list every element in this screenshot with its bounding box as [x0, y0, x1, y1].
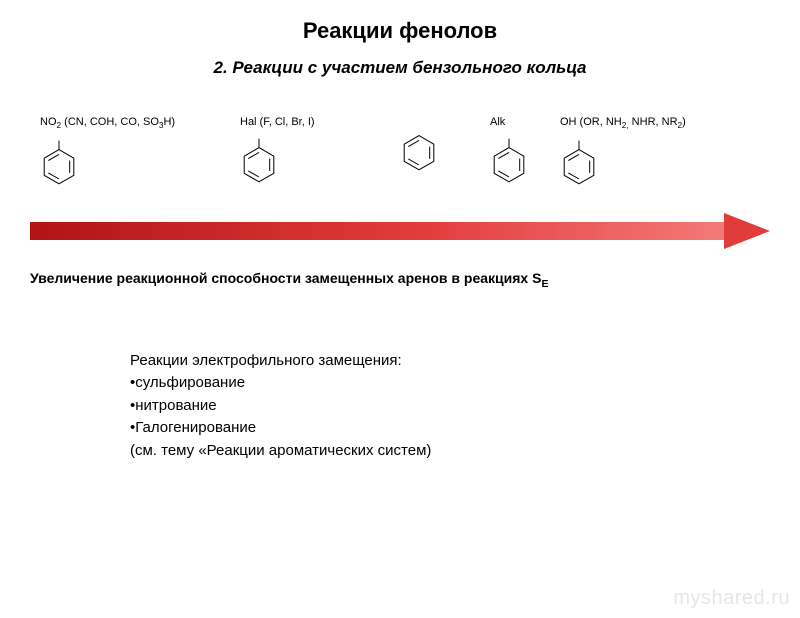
caption-text: Увеличение реакционной способности замещ… [30, 270, 541, 286]
benzene-icon [560, 132, 598, 193]
structure-3: Alk [490, 116, 528, 191]
body-text: Реакции электрофильного замещения:•сульф… [130, 350, 800, 463]
arrow-caption: Увеличение реакционной способности замещ… [30, 270, 800, 290]
structure-label-1: Hal (F, Cl, Br, I) [240, 116, 315, 128]
structure-0: NO2 (CN, COH, CO, SO3H) [40, 116, 175, 193]
body-line-2: •нитрование [130, 395, 800, 418]
benzene-icon [400, 118, 438, 179]
reactivity-arrow [30, 213, 770, 254]
body-line-4: (см. тему «Реакции ароматических систем) [130, 440, 800, 463]
structure-4: OH (OR, NH2, NHR, NR2) [560, 116, 686, 193]
benzene-icon [240, 130, 278, 191]
structure-label-3: Alk [490, 116, 505, 128]
structures-row: NO2 (CN, COH, CO, SO3H) Hal (F, Cl, Br, … [0, 116, 800, 191]
arrow-icon [30, 213, 770, 249]
structure-label-0: NO2 (CN, COH, CO, SO3H) [40, 116, 175, 130]
body-line-1: •сульфирование [130, 372, 800, 395]
caption-sub: E [541, 278, 548, 290]
structure-2 [400, 116, 438, 179]
watermark: myshared.ru [673, 587, 790, 610]
benzene-icon [490, 130, 528, 191]
body-line-0: Реакции электрофильного замещения: [130, 350, 800, 373]
benzene-icon [40, 132, 78, 193]
body-line-3: •Галогенирование [130, 417, 800, 440]
page-title: Реакции фенолов [0, 18, 800, 44]
structure-label-4: OH (OR, NH2, NHR, NR2) [560, 116, 686, 130]
page-subtitle: 2. Реакции с участием бензольного кольца [0, 58, 800, 78]
structure-1: Hal (F, Cl, Br, I) [240, 116, 315, 191]
